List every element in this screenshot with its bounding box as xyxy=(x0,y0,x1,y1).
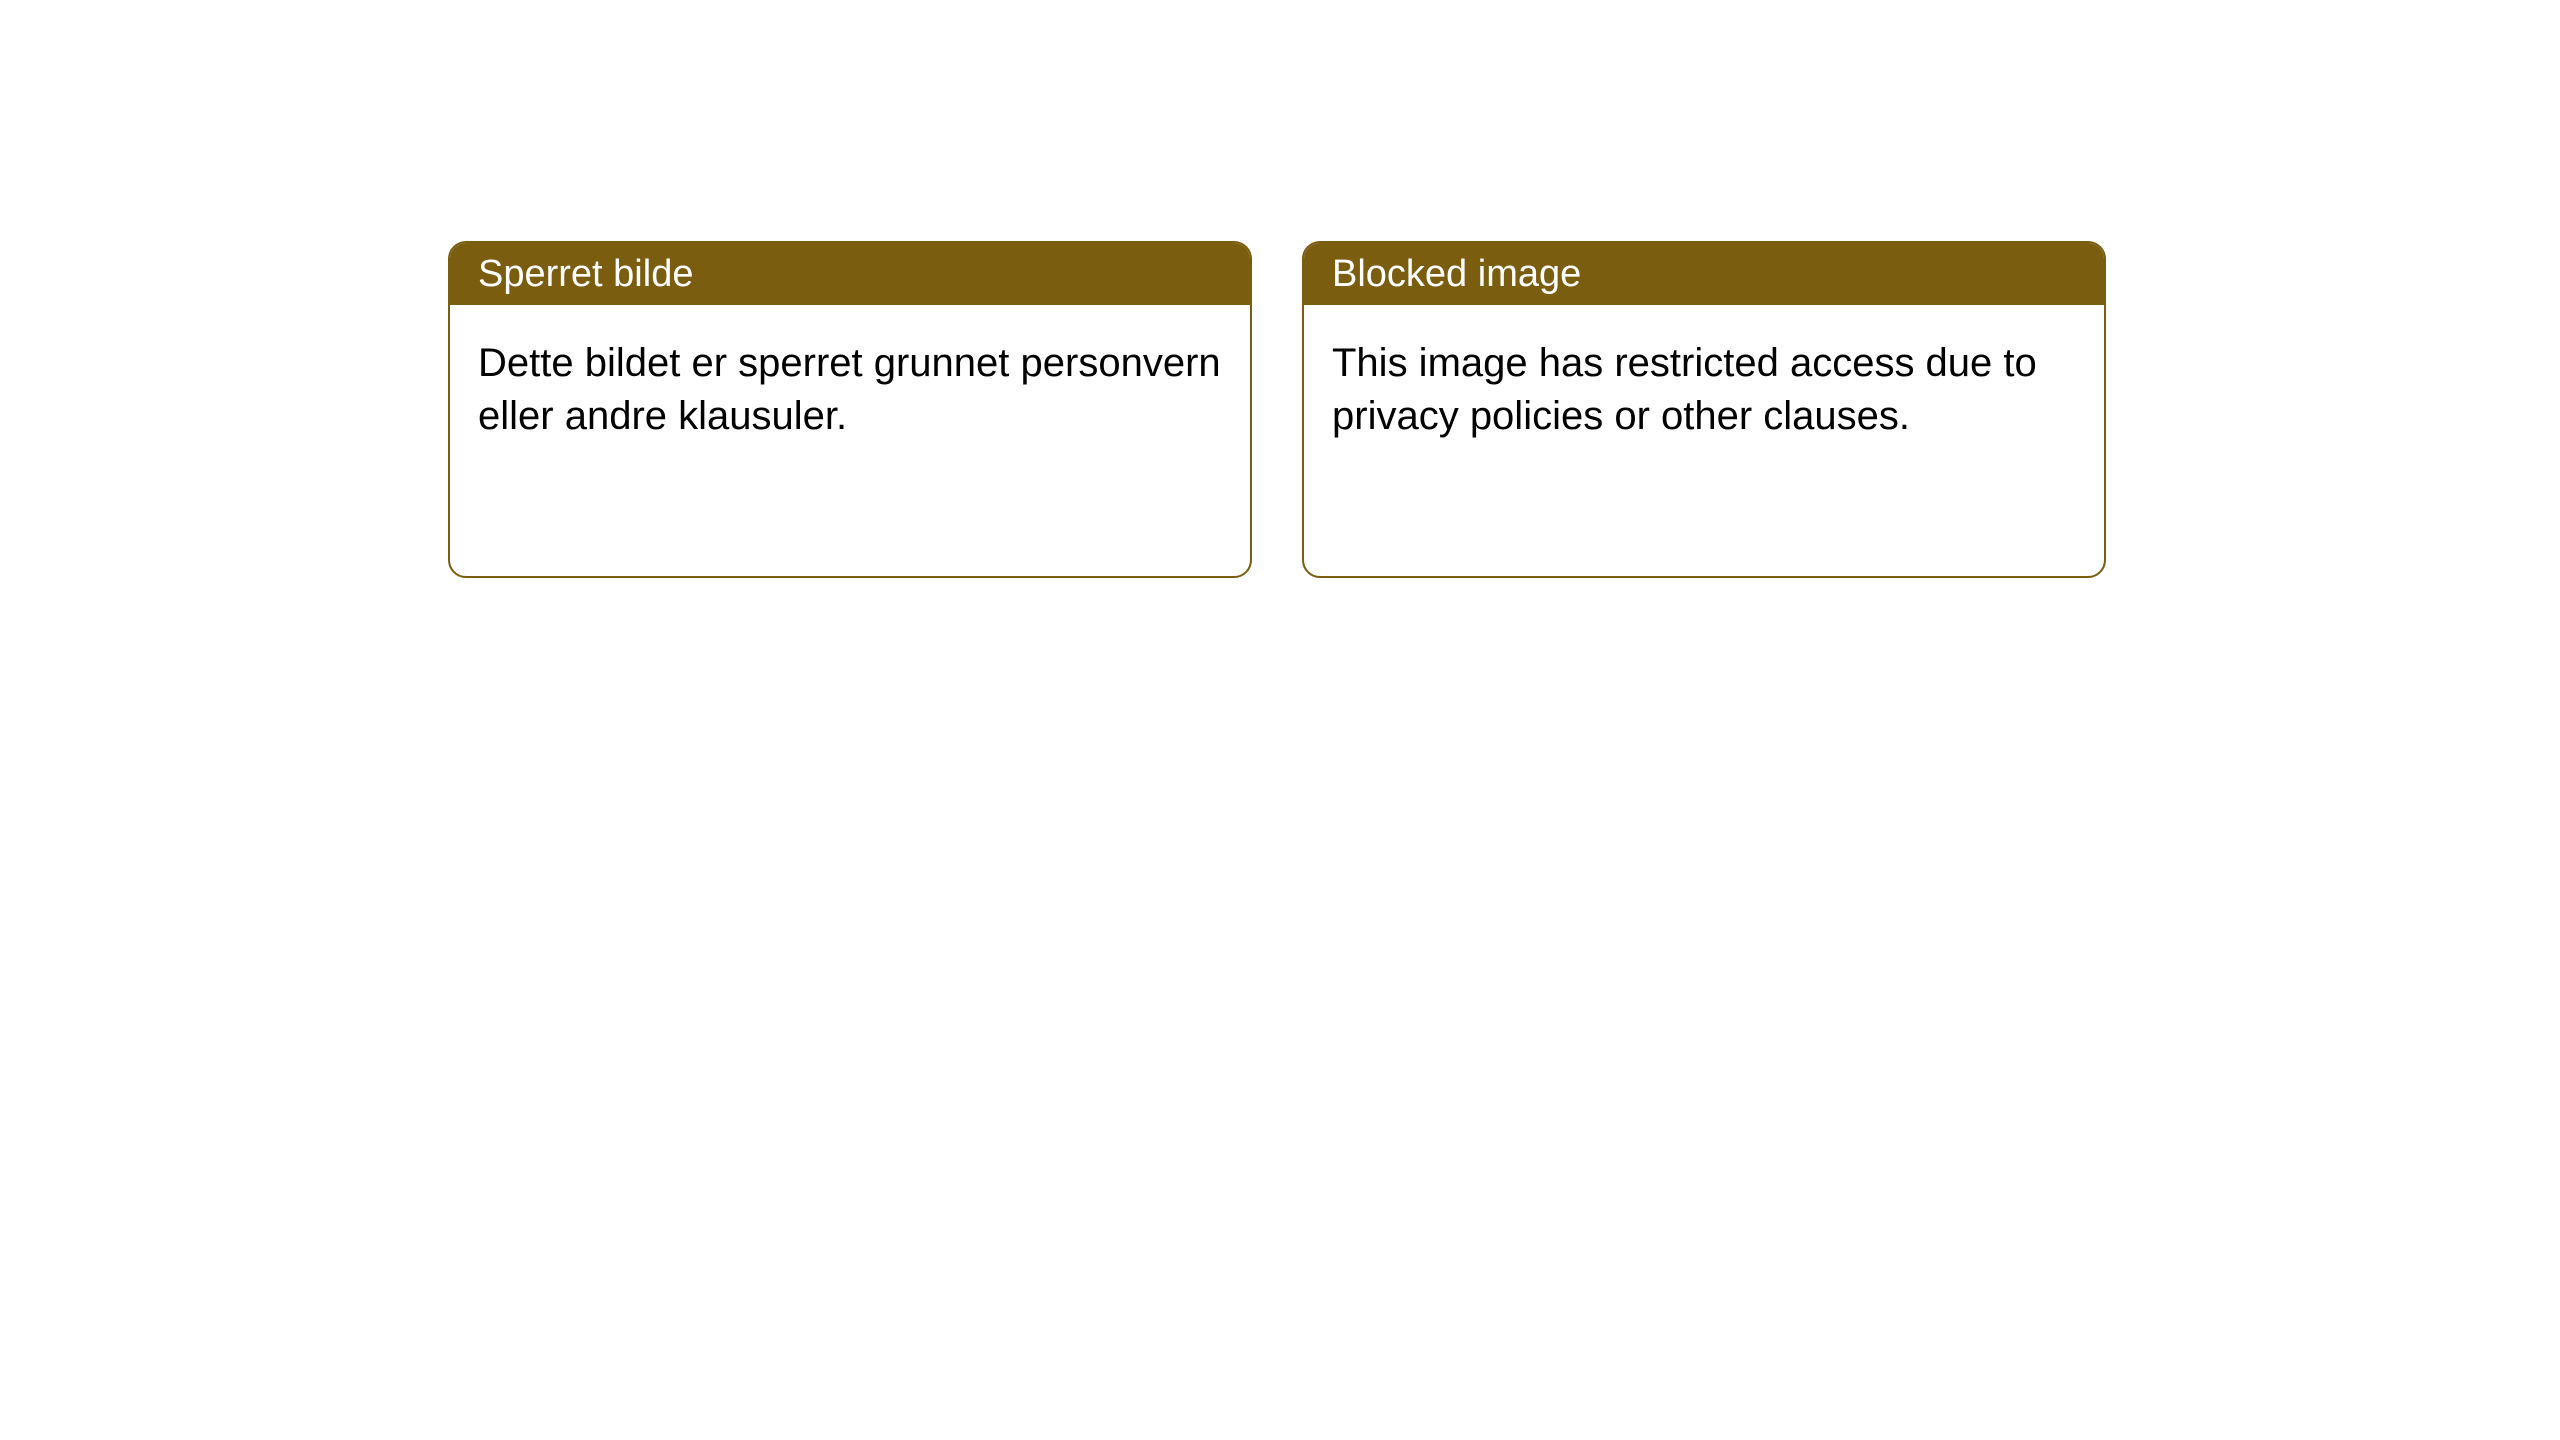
notice-card-body: Dette bildet er sperret grunnet personve… xyxy=(450,305,1250,475)
notice-title: Sperret bilde xyxy=(478,253,693,296)
notice-card-norwegian: Sperret bilde Dette bildet er sperret gr… xyxy=(448,241,1252,578)
notice-body-text: This image has restricted access due to … xyxy=(1332,341,2037,438)
notice-card-header: Blocked image xyxy=(1304,243,2104,305)
notice-container: Sperret bilde Dette bildet er sperret gr… xyxy=(0,0,2560,578)
notice-card-english: Blocked image This image has restricted … xyxy=(1302,241,2106,578)
notice-body-text: Dette bildet er sperret grunnet personve… xyxy=(478,341,1221,438)
notice-card-body: This image has restricted access due to … xyxy=(1304,305,2104,475)
notice-card-header: Sperret bilde xyxy=(450,243,1250,305)
notice-title: Blocked image xyxy=(1332,253,1581,296)
